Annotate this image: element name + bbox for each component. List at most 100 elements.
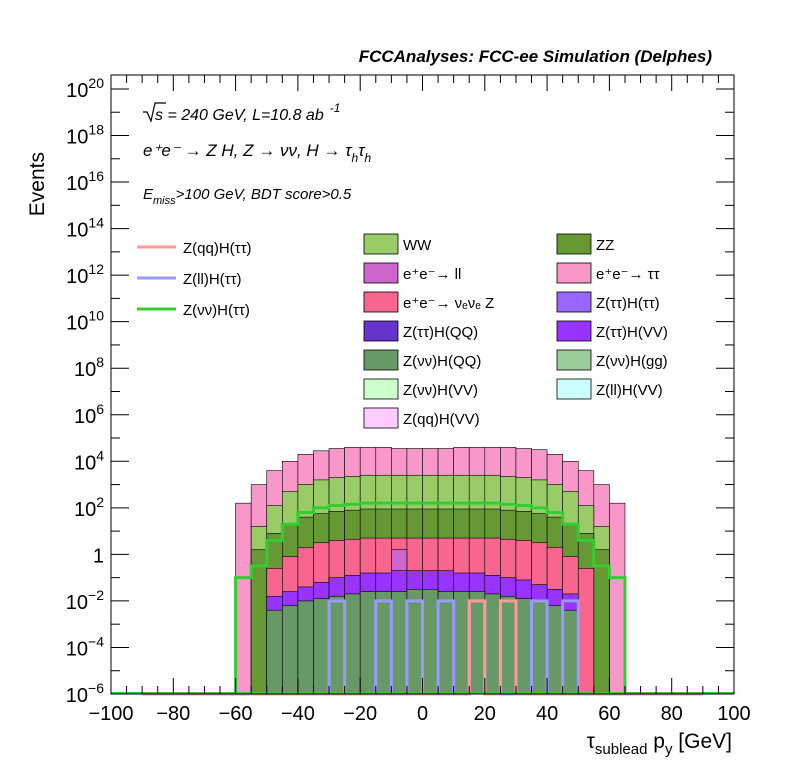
process-text: e⁺e⁻ → Z H, Z → νν, H → τ <box>143 141 353 160</box>
histogram-bar <box>375 591 392 695</box>
legend-swatch <box>556 349 592 371</box>
x-tick-label: 60 <box>598 703 620 725</box>
x-tick-label: −60 <box>219 703 253 725</box>
histogram-bar <box>531 600 548 695</box>
histogram-bar <box>546 605 563 695</box>
legend-swatch <box>363 291 399 313</box>
x-axis-label: τsublead py [GeV] <box>587 730 732 758</box>
legend-label: Z(qq)H(VV) <box>403 411 480 428</box>
histogram-bar <box>313 598 330 695</box>
y-axis: 10−6 10−4 10−2 1 102 104 106 108 1010 1012 1014 101… <box>66 75 734 707</box>
process-sub2: h <box>365 151 372 165</box>
legend-swatch <box>556 291 592 313</box>
x-tick-label: 0 <box>417 703 428 725</box>
x-axis: −100 −80 −60 −40 −20 0 20 40 60 80 100 <box>88 75 751 725</box>
legend-swatch <box>556 233 592 255</box>
x-tick-label: 20 <box>474 703 496 725</box>
legend-swatch <box>363 320 399 342</box>
histogram-bar <box>577 568 595 695</box>
legend-swatch <box>363 233 399 255</box>
y-tick-label: 104 <box>74 447 104 474</box>
x-label-sub: sublead <box>595 741 648 758</box>
legend-label: Z(ττ)H(VV) <box>596 324 668 341</box>
histogram-bar <box>609 502 626 695</box>
histogram-bar <box>562 609 579 695</box>
histogram-bar <box>437 591 454 695</box>
histogram-bar <box>422 588 439 695</box>
y-tick-label: 102 <box>74 494 104 521</box>
legend-label: e⁺e⁻→ νₑνₑ Z <box>403 295 494 312</box>
svg-text:e⁺e⁻ → Z H, Z → νν, H → τhτh: e⁺e⁻ → Z H, Z → νν, H → τhτh <box>143 141 372 165</box>
x-tick-label: 80 <box>661 703 683 725</box>
legend-label: Z(νν)H(VV) <box>403 382 478 399</box>
legend-label: ZZ <box>596 237 614 254</box>
y-tick-label: 10−4 <box>66 633 104 660</box>
histogram-bar <box>266 609 283 695</box>
lumi-exp: -1 <box>330 101 341 115</box>
chart-title: FCCAnalyses: FCC-ee Simulation (Delphes) <box>359 47 713 66</box>
x-label-unit: [GeV] <box>672 730 732 753</box>
y-tick-label: 106 <box>74 401 104 428</box>
legend-label: e⁺e⁻→ ll <box>403 266 461 283</box>
legend-swatch <box>556 378 592 400</box>
y-tick-label: 1020 <box>66 75 104 102</box>
histogram-bar <box>468 591 486 695</box>
x-label-p-sub: y <box>665 741 673 758</box>
y-tick-label: 10−2 <box>66 587 104 614</box>
svg-text:τsublead py [GeV]: τsublead py [GeV] <box>587 730 732 758</box>
legend-label: WW <box>403 237 432 254</box>
legend-label: Z(νν)H(ττ) <box>183 302 250 319</box>
histogram-bar <box>484 593 501 695</box>
svg-text:Emiss>100 GeV, BDT score>0.5: Emiss>100 GeV, BDT score>0.5 <box>143 186 352 207</box>
histogram-bar <box>344 593 361 695</box>
legend-swatch <box>363 349 399 371</box>
x-tick-label: −80 <box>156 703 190 725</box>
x-tick-label: −100 <box>88 703 133 725</box>
legend-swatch <box>363 407 399 429</box>
sqrt-symbol <box>143 102 166 123</box>
emiss-e: E <box>143 186 154 203</box>
legend-swatch <box>363 262 399 284</box>
emiss-sub: miss <box>153 195 176 207</box>
histogram-bar <box>453 591 470 695</box>
y-tick-label: 1016 <box>66 168 104 195</box>
y-axis-label: Events <box>26 152 49 216</box>
legend-label: Z(ττ)H(ττ) <box>596 295 660 312</box>
legend-label: Z(ττ)H(QQ) <box>403 324 478 341</box>
y-tick-label: 1 <box>93 545 104 567</box>
histogram-bar <box>328 595 345 695</box>
histogram-bar <box>235 502 252 695</box>
y-tick-label: 1018 <box>66 122 104 149</box>
histogram-bar <box>359 591 377 695</box>
legend-swatch <box>363 378 399 400</box>
histogram-bars <box>235 447 626 695</box>
signal-line <box>142 501 703 696</box>
svg-text:s = 240 GeV, L=10.8 ab-1: s = 240 GeV, L=10.8 ab -1 <box>155 101 340 124</box>
legend-label: Z(ll)H(ττ) <box>183 271 242 288</box>
y-tick-label: 1012 <box>66 261 104 288</box>
legend-label: Z(ll)H(VV) <box>596 382 663 399</box>
legend-swatch <box>556 262 592 284</box>
y-tick-label: 10−6 <box>66 680 104 707</box>
histogram-bar <box>297 600 314 695</box>
legend-label: Z(νν)H(QQ) <box>403 353 481 370</box>
legend-backgrounds: WW ZZ e⁺e⁻→ ll e⁺e⁻→ ττ e⁺e⁻→ νₑνₑ Z Z(ττ)H(τ… <box>363 233 668 429</box>
process-sub1: h <box>352 151 359 165</box>
x-tick-label: 40 <box>536 703 558 725</box>
histogram-bar <box>515 598 532 695</box>
histogram-bar <box>250 549 268 695</box>
x-label-p: p <box>647 730 665 753</box>
legend-label: Z(νν)H(gg) <box>596 353 668 370</box>
histogram-bar <box>406 588 423 695</box>
histogram-bar <box>282 605 299 695</box>
emiss-rest: >100 GeV, BDT score>0.5 <box>176 186 352 203</box>
legend-label: Z(qq)H(ττ) <box>183 240 252 257</box>
x-tick-label: 100 <box>717 703 750 725</box>
legend-swatch <box>556 320 592 342</box>
histogram-bar <box>391 591 408 695</box>
histogram-bar <box>500 595 517 695</box>
x-label-tau: τ <box>587 730 596 753</box>
annotation-block: s = 240 GeV, L=10.8 ab -1 e⁺e⁻ → Z H, Z →… <box>143 101 372 207</box>
y-tick-label: 108 <box>74 354 104 381</box>
